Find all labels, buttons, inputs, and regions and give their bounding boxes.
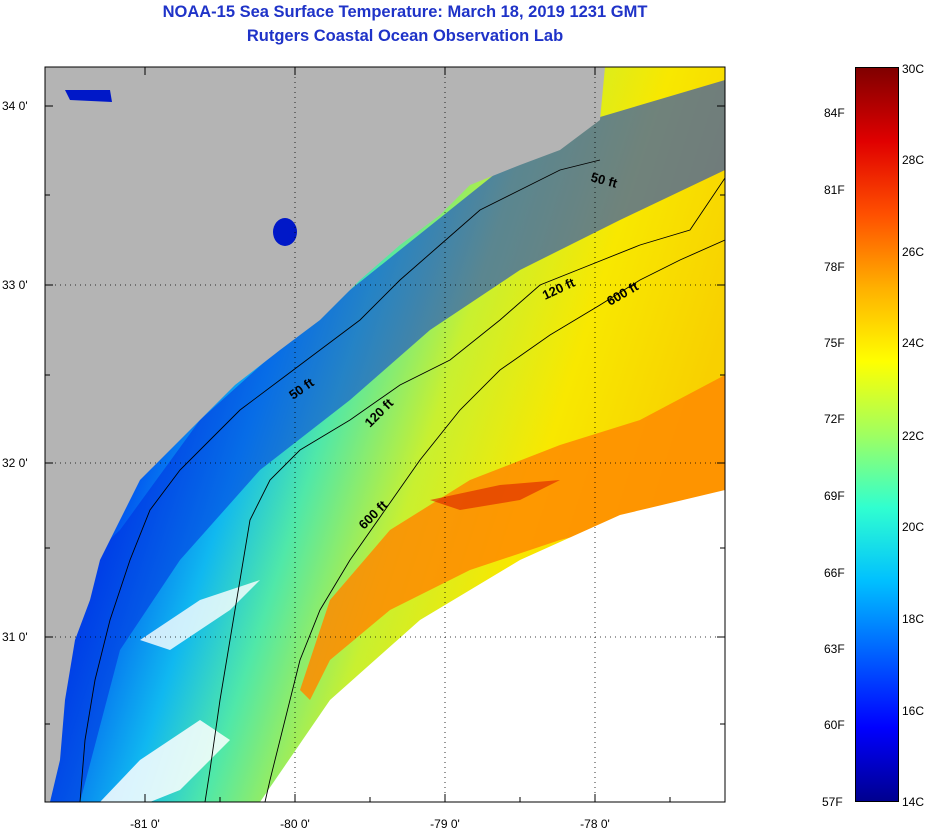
colorbar-c-label: 28C [902, 153, 925, 167]
colorbar-f-label: 60F [824, 718, 845, 732]
figure-title: NOAA-15 Sea Surface Temperature: March 1… [162, 3, 648, 21]
graticule [45, 67, 725, 802]
colorbar-f-label: 81F [824, 183, 845, 197]
colorbar-c-label: 18C [902, 612, 925, 626]
colorbar-f-label: 72F [824, 412, 845, 426]
lake-marion [273, 218, 297, 246]
colorbar-f-label: 66F [824, 566, 845, 580]
inland-water [65, 90, 112, 102]
cloud-streak [140, 580, 260, 650]
colorbar-c-label: 14C [902, 795, 925, 809]
colorbar-f-label: 63F [824, 642, 845, 656]
lon-label: -80 0' [280, 817, 310, 831]
colorbar-c-label: 20C [902, 520, 925, 534]
colorbar-f-label: 75F [824, 336, 845, 350]
figure-subtitle: Rutgers Coastal Ocean Observation Lab [246, 27, 564, 45]
temperature-colorbar [855, 67, 899, 802]
colorbar-c-label: 30C [902, 62, 925, 76]
lat-label: 32 0' [2, 456, 28, 470]
lat-label: 33 0' [2, 278, 28, 292]
lat-label: 34 0' [2, 99, 28, 113]
lon-label: -78 0' [580, 817, 610, 831]
colorbar-f-label: 78F [824, 260, 845, 274]
contour-label: 50 ft [589, 169, 619, 191]
cloud-streak [100, 720, 230, 802]
axis-ticks [45, 67, 725, 802]
gulf-stream-band [300, 375, 725, 700]
map-frame [44, 66, 726, 803]
cold-shelf-water [45, 80, 725, 802]
contour-120ft [204, 177, 725, 802]
colorbar-f-label: 57F [822, 795, 843, 809]
cloud-no-data [260, 490, 725, 802]
colorbar-f-label: 69F [824, 489, 845, 503]
colorbar-c-label: 16C [902, 704, 925, 718]
colorbar-c-label: 24C [902, 336, 925, 350]
colorbar-f-label: 84F [824, 106, 845, 120]
colorbar-c-label: 26C [902, 245, 925, 259]
lat-label: 31 0' [2, 630, 28, 644]
warm-core [430, 480, 560, 510]
land-mass [45, 67, 605, 802]
contour-50ft [79, 159, 601, 802]
lon-label: -81 0' [130, 817, 160, 831]
colorbar-c-label: 22C [902, 429, 925, 443]
lon-label: -79 0' [430, 817, 460, 831]
contour-600ft [264, 239, 725, 802]
